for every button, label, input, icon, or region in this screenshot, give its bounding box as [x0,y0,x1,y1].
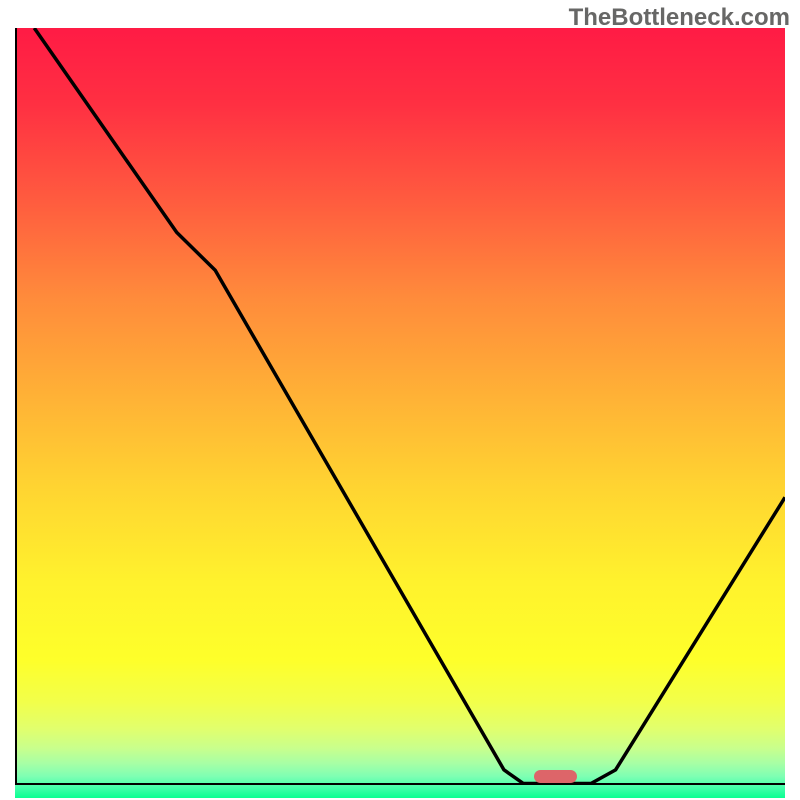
plot-area [15,28,785,785]
axes [15,28,785,785]
watermark-text: TheBottleneck.com [569,4,790,32]
chart-container: TheBottleneck.com [0,0,800,800]
